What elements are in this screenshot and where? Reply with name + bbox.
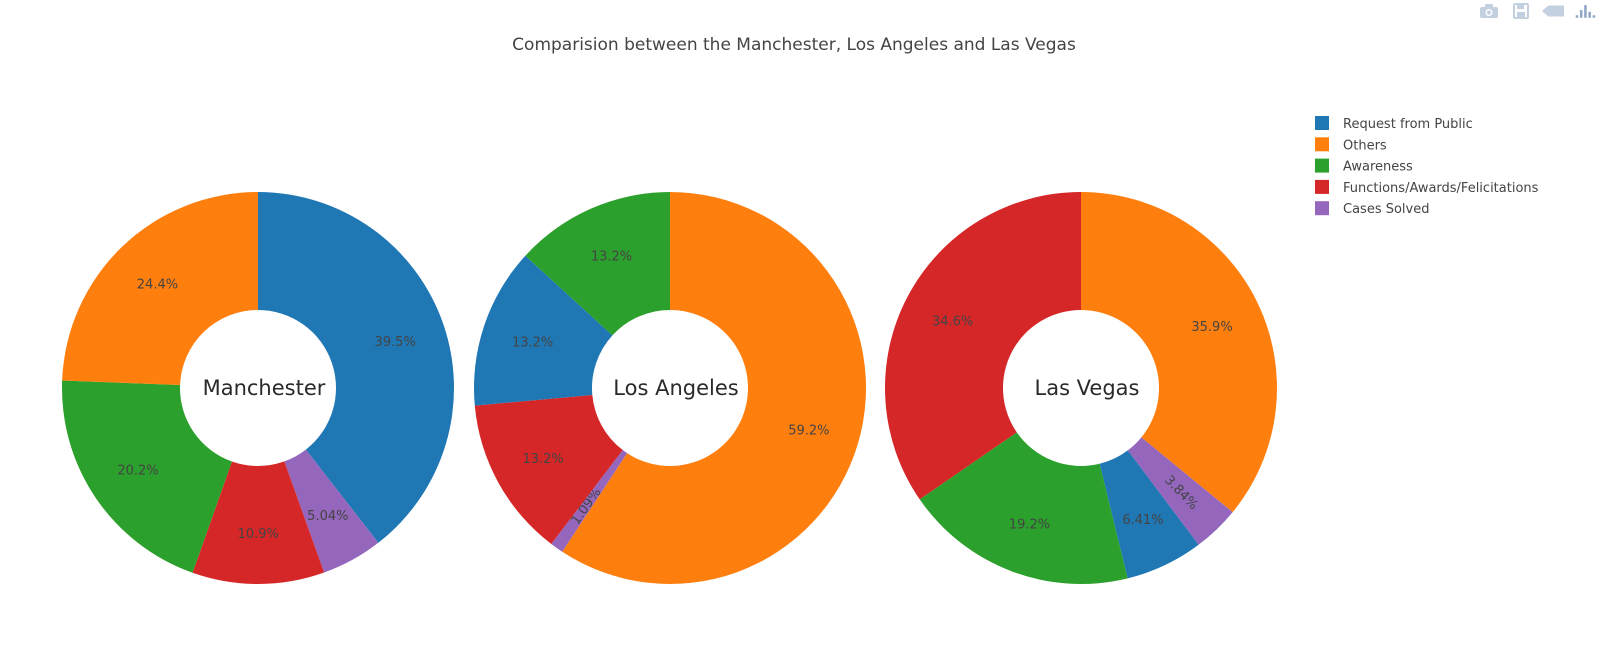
slice-label: 39.5%	[375, 335, 416, 350]
slice-label: 10.9%	[238, 527, 279, 542]
slice-los-angeles-others[interactable]	[562, 192, 866, 584]
legend-swatch	[1315, 201, 1329, 216]
legend-item-awareness[interactable]: Awareness	[1315, 158, 1413, 175]
slice-label: 20.2%	[117, 463, 158, 478]
slice-label: 13.2%	[512, 336, 553, 351]
slice-manchester-others[interactable]	[62, 192, 258, 386]
slice-label: 24.4%	[137, 278, 178, 293]
slice-label: 35.9%	[1191, 320, 1232, 335]
slice-los-angeles-cases-solved[interactable]	[551, 450, 628, 552]
legend-item-others[interactable]: Others	[1315, 137, 1387, 153]
slice-label: 13.2%	[591, 249, 632, 264]
center-label-las-vegas: Las Vegas	[1035, 376, 1140, 400]
slice-las-vegas-request-from-public[interactable]	[1099, 450, 1199, 579]
plotly-logo-icon[interactable]	[1574, 2, 1596, 20]
modebar	[1474, 0, 1600, 22]
legend-swatch	[1315, 116, 1329, 130]
slice-label: 5.04%	[307, 509, 348, 524]
legend-label: Cases Solved	[1343, 202, 1429, 217]
slice-los-angeles-functions-awards-felicitations[interactable]	[474, 394, 623, 544]
legend-item-request-from-public[interactable]: Request from Public	[1315, 116, 1473, 132]
slice-los-angeles-request-from-public[interactable]	[473, 255, 613, 406]
pies-group: 39.5% 5.04% 10.9% 20.2% 24.4% Manchester 59.2%…	[61, 192, 1277, 584]
pan-icon[interactable]	[1542, 2, 1564, 20]
slice-label: 6.41%	[1122, 513, 1163, 528]
legend-label: Others	[1343, 138, 1387, 153]
slice-manchester-request-from-public[interactable]	[258, 192, 454, 543]
pie-manchester: 39.5% 5.04% 10.9% 20.2% 24.4% Manchester	[61, 192, 454, 584]
slice-las-vegas-functions-awards-felicitations[interactable]	[885, 192, 1081, 500]
slice-manchester-functions-awards-felicitations[interactable]	[192, 461, 325, 584]
legend-label: Request from Public	[1343, 117, 1473, 132]
legend-label: Awareness	[1343, 160, 1413, 175]
legend-item-functions-awards-felicitations[interactable]: Functions/Awards/Felicitations	[1315, 179, 1539, 196]
slice-los-angeles-awareness[interactable]	[525, 192, 670, 336]
legend-swatch	[1315, 137, 1329, 152]
slice-manchester-awareness[interactable]	[61, 380, 232, 573]
slice-las-vegas-cases-solved[interactable]	[1127, 437, 1233, 545]
camera-icon[interactable]	[1478, 2, 1500, 20]
slice-label: 19.2%	[1009, 518, 1050, 533]
chart-title: Comparision between the Manchester, Los …	[512, 35, 1076, 55]
slice-label: 13.2%	[522, 452, 563, 467]
save-icon[interactable]	[1510, 2, 1532, 20]
pie-los-angeles: 59.2%1.09%13.2%13.2%13.2%Los Angeles	[473, 192, 866, 584]
center-label-los-angeles: Los Angeles	[613, 376, 738, 400]
slice-las-vegas-awareness[interactable]	[919, 432, 1128, 584]
legend-swatch	[1315, 179, 1329, 194]
slice-label: 34.6%	[932, 315, 973, 330]
legend: Request from Public Others Awareness Functi…	[1315, 116, 1539, 217]
slice-label: 59.2%	[788, 424, 829, 439]
legend-item-cases-solved[interactable]: Cases Solved	[1315, 201, 1429, 217]
pie-las-vegas: 35.9%3.84%6.41%19.2%34.6%Las Vegas	[885, 192, 1277, 584]
legend-swatch	[1315, 158, 1329, 173]
legend-label: Functions/Awards/Felicitations	[1343, 181, 1539, 196]
slice-manchester-cases-solved[interactable]	[284, 449, 379, 573]
center-label-manchester: Manchester	[203, 376, 326, 400]
slice-las-vegas-others[interactable]	[1081, 192, 1277, 513]
